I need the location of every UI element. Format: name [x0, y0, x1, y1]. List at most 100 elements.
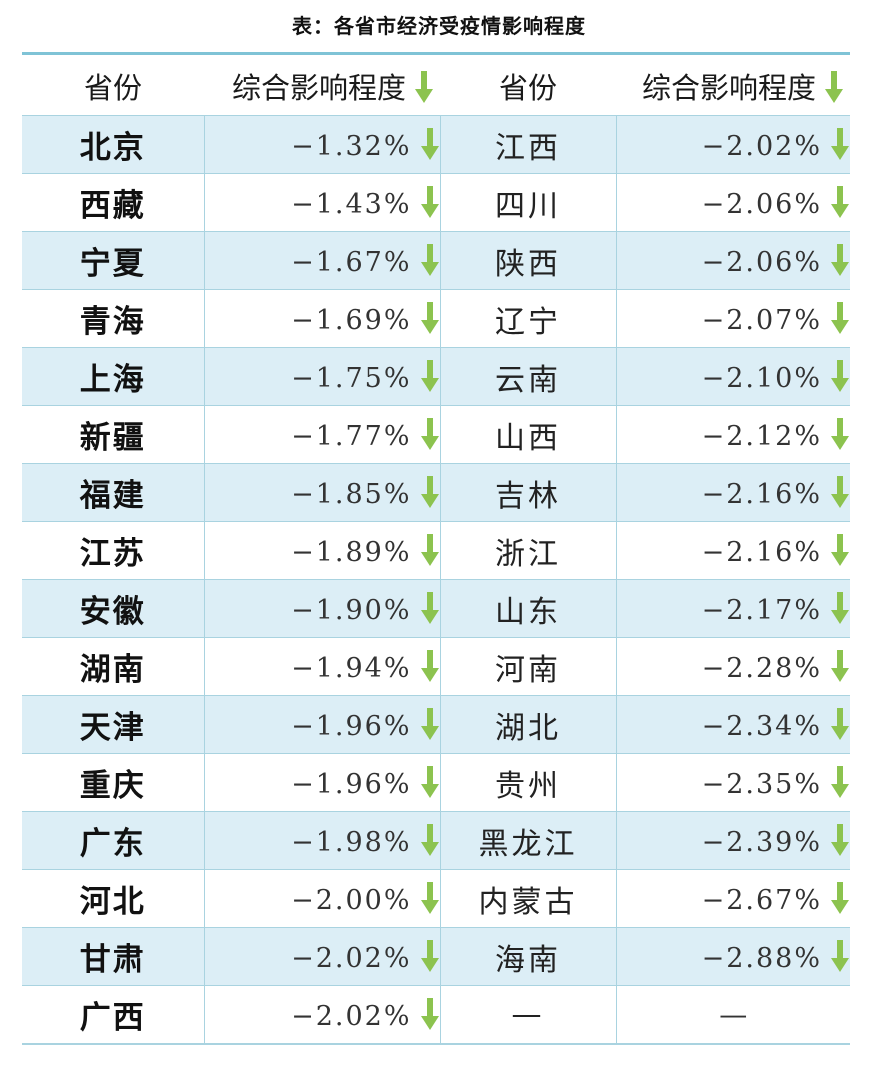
province-name-left: 青海 — [22, 289, 204, 348]
down-arrow-icon — [420, 649, 440, 683]
province-name-right: 贵州 — [439, 753, 616, 812]
table-body: 北京 −1.32% 江西 −2.02% 西藏 −1.43% 四川 −2.06% 宁夏 −1.67%… — [22, 115, 850, 1044]
impact-value-left: −1.94% — [203, 637, 440, 696]
impact-value-left: −2.02% — [203, 985, 440, 1044]
impact-value-right-text: −2.02% — [701, 131, 822, 162]
impact-value-right: — — [615, 985, 850, 1044]
impact-value-left-text: −1.89% — [291, 537, 412, 568]
impact-value-left-text: −1.94% — [291, 653, 412, 684]
table-row: 安徽 −1.90% 山东 −2.17% — [22, 579, 850, 638]
impact-value-right-text: −2.16% — [701, 537, 822, 568]
impact-value-left-text: −1.85% — [291, 479, 412, 510]
header-row: 省份 综合影响程度 省份 综合影响程度 — [22, 57, 850, 116]
impact-value-right-text: −2.06% — [701, 189, 822, 220]
province-name-left: 西藏 — [22, 173, 204, 232]
impact-value-right-text: −2.39% — [701, 827, 822, 858]
table-row: 重庆 −1.96% 贵州 −2.35% — [22, 753, 850, 812]
header-province-right: 省份 — [440, 57, 616, 116]
down-arrow-icon — [824, 70, 844, 104]
down-arrow-icon — [830, 823, 850, 857]
table-row: 西藏 −1.43% 四川 −2.06% — [22, 173, 850, 232]
impact-value-right: −2.88% — [615, 927, 850, 986]
down-arrow-icon — [420, 881, 440, 915]
down-arrow-icon — [420, 939, 440, 973]
table-row: 天津 −1.96% 湖北 −2.34% — [22, 695, 850, 754]
down-arrow-icon — [420, 185, 440, 219]
table-row: 上海 −1.75% 云南 −2.10% — [22, 347, 850, 406]
province-name-left: 重庆 — [22, 753, 204, 812]
impact-value-left-text: −1.43% — [291, 189, 412, 220]
header-province-left-label: 省份 — [83, 71, 142, 105]
impact-value-left: −1.98% — [203, 811, 440, 870]
province-name-right: 黑龙江 — [439, 811, 616, 870]
impact-value-right-text: −2.67% — [701, 885, 822, 916]
province-name-left: 安徽 — [22, 579, 204, 638]
province-name-left: 河北 — [22, 869, 204, 928]
header-province-right-label: 省份 — [498, 71, 557, 105]
impact-value-left-text: −1.69% — [291, 305, 412, 336]
down-arrow-icon — [414, 70, 434, 104]
impact-value-left: −1.85% — [203, 463, 440, 522]
down-arrow-icon — [420, 997, 440, 1031]
province-name-right: 江西 — [439, 115, 616, 174]
impact-value-right-text: −2.16% — [701, 479, 822, 510]
table-row: 广东 −1.98% 黑龙江 −2.39% — [22, 811, 850, 870]
province-name-right: 内蒙古 — [439, 869, 616, 928]
province-name-left: 新疆 — [22, 405, 204, 464]
down-arrow-icon — [830, 591, 850, 625]
impact-value-right: −2.67% — [615, 869, 850, 928]
impact-value-left: −1.43% — [203, 173, 440, 232]
table-row: 江苏 −1.89% 浙江 −2.16% — [22, 521, 850, 580]
header-impact-right: 综合影响程度 — [616, 57, 850, 116]
down-arrow-icon — [830, 881, 850, 915]
impact-value-right: −2.06% — [615, 173, 850, 232]
impact-value-right: −2.10% — [615, 347, 850, 406]
table-row: 湖南 −1.94% 河南 −2.28% — [22, 637, 850, 696]
down-arrow-icon — [420, 127, 440, 161]
impact-value-right: −2.35% — [615, 753, 850, 812]
impact-value-left-text: −2.00% — [291, 885, 412, 916]
impact-value-left-text: −1.75% — [291, 363, 412, 394]
province-name-left: 宁夏 — [22, 231, 204, 290]
impact-value-left: −1.32% — [203, 115, 440, 174]
down-arrow-icon — [420, 243, 440, 277]
impact-value-right-text: −2.35% — [701, 769, 822, 800]
down-arrow-icon — [420, 533, 440, 567]
table-row: 青海 −1.69% 辽宁 −2.07% — [22, 289, 850, 348]
province-name-right: 海南 — [439, 927, 616, 986]
impact-value-right: −2.07% — [615, 289, 850, 348]
down-arrow-icon — [420, 417, 440, 451]
table-row: 北京 −1.32% 江西 −2.02% — [22, 115, 850, 174]
header-impact-left-label: 综合影响程度 — [231, 71, 406, 105]
down-arrow-icon — [830, 127, 850, 161]
table-caption: 表：各省市经济受疫情影响程度 — [292, 14, 586, 38]
province-name-left: 福建 — [22, 463, 204, 522]
province-name-right: 山东 — [439, 579, 616, 638]
impact-value-left-text: −1.32% — [291, 131, 412, 162]
impact-value-left: −1.90% — [203, 579, 440, 638]
impact-value-right: −2.39% — [615, 811, 850, 870]
impact-value-left-text: −1.90% — [291, 595, 412, 626]
province-name-right: 陕西 — [439, 231, 616, 290]
top-rule — [22, 52, 850, 55]
impact-value-left: −1.75% — [203, 347, 440, 406]
province-name-right: 山西 — [439, 405, 616, 464]
impact-value-right-text: −2.07% — [701, 305, 822, 336]
impact-value-left-text: −1.67% — [291, 247, 412, 278]
province-name-right: 浙江 — [439, 521, 616, 580]
down-arrow-icon — [830, 417, 850, 451]
down-arrow-icon — [420, 707, 440, 741]
province-name-left: 广西 — [22, 985, 204, 1044]
province-name-right: 云南 — [439, 347, 616, 406]
province-name-left: 上海 — [22, 347, 204, 406]
impact-table: 省份 综合影响程度 省份 综合影响程度 北京 −1.32% 江西 −2.02% 西藏 −1… — [22, 57, 850, 1044]
down-arrow-icon — [830, 185, 850, 219]
down-arrow-icon — [420, 301, 440, 335]
impact-value-left-text: −1.77% — [291, 421, 412, 452]
impact-value-left-text: −1.98% — [291, 827, 412, 858]
down-arrow-icon — [420, 765, 440, 799]
impact-value-left-text: −1.96% — [291, 769, 412, 800]
down-arrow-icon — [420, 359, 440, 393]
impact-value-right-text: −2.34% — [701, 711, 822, 742]
